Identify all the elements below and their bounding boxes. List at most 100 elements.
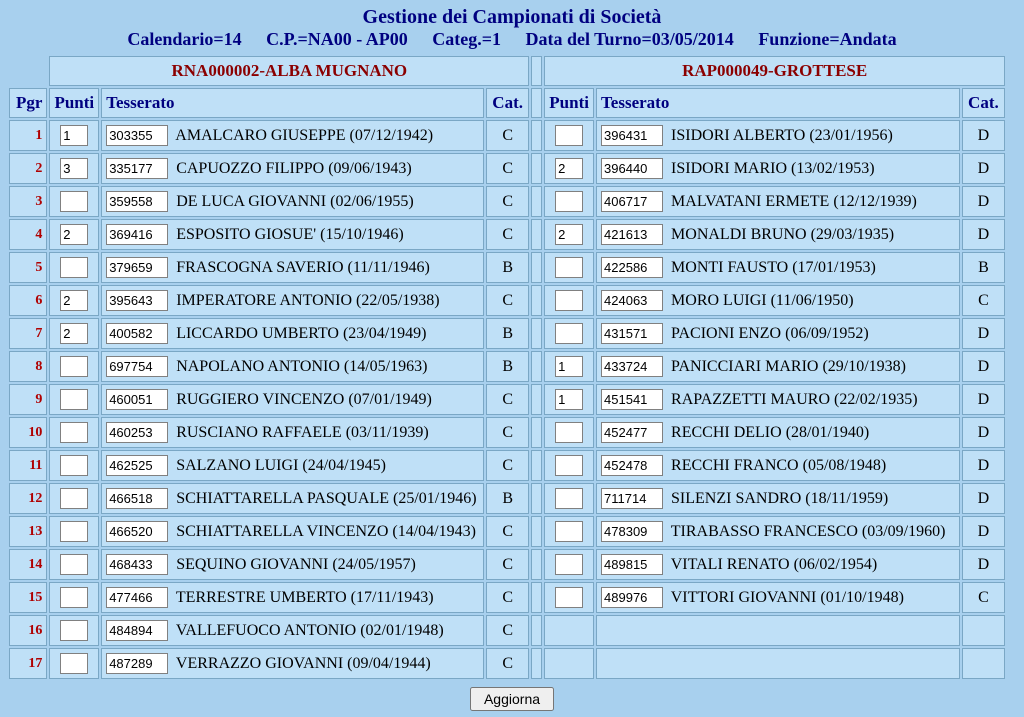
- cat-left: C: [486, 219, 529, 250]
- player-name-right: MONALDI BRUNO (29/03/1935): [663, 226, 894, 243]
- punti-input-left[interactable]: [60, 389, 88, 410]
- player-name-left: LICCARDO UMBERTO (23/04/1949): [168, 325, 426, 342]
- cat-right: D: [962, 549, 1005, 580]
- cat-right: D: [962, 120, 1005, 151]
- punti-input-right[interactable]: [555, 224, 583, 245]
- tesserato-id-input-right[interactable]: [601, 521, 663, 542]
- col-tesserato-left: Tesserato: [101, 88, 484, 118]
- punti-input-right[interactable]: [555, 158, 583, 179]
- row-pgr: 11: [9, 450, 47, 481]
- tesserato-id-input-left[interactable]: [106, 158, 168, 179]
- tesserato-id-input-left[interactable]: [106, 125, 168, 146]
- player-name-right: ISIDORI MARIO (13/02/1953): [663, 160, 875, 177]
- tesserato-id-input-left[interactable]: [106, 191, 168, 212]
- tesserato-id-input-left[interactable]: [106, 422, 168, 443]
- punti-input-left[interactable]: [60, 620, 88, 641]
- cat-left: C: [486, 648, 529, 679]
- tesserato-id-input-right[interactable]: [601, 125, 663, 146]
- tesserato-id-input-right[interactable]: [601, 290, 663, 311]
- punti-input-right[interactable]: [555, 191, 583, 212]
- player-name-left: IMPERATORE ANTONIO (22/05/1938): [168, 292, 439, 309]
- tesserato-id-input-left[interactable]: [106, 323, 168, 344]
- cat-right: D: [962, 351, 1005, 382]
- punti-input-left[interactable]: [60, 125, 88, 146]
- punti-input-left[interactable]: [60, 257, 88, 278]
- tesserato-id-input-left[interactable]: [106, 455, 168, 476]
- tesserato-id-input-right[interactable]: [601, 488, 663, 509]
- row-pgr: 1: [9, 120, 47, 151]
- punti-input-right[interactable]: [555, 587, 583, 608]
- tesserato-id-input-right[interactable]: [601, 587, 663, 608]
- punti-input-left[interactable]: [60, 488, 88, 509]
- aggiorna-button[interactable]: Aggiorna: [470, 687, 554, 711]
- page-title: Gestione dei Campionati di Società: [7, 6, 1017, 29]
- punti-input-right[interactable]: [555, 389, 583, 410]
- punti-input-right[interactable]: [555, 323, 583, 344]
- cat-right: D: [962, 516, 1005, 547]
- tesserato-id-input-left[interactable]: [106, 620, 168, 641]
- tesserato-id-input-right[interactable]: [601, 389, 663, 410]
- player-name-left: CAPUOZZO FILIPPO (09/06/1943): [168, 160, 412, 177]
- punti-input-left[interactable]: [60, 587, 88, 608]
- punti-input-left[interactable]: [60, 323, 88, 344]
- col-punti-left: Punti: [49, 88, 99, 118]
- tesserato-id-input-right[interactable]: [601, 455, 663, 476]
- punti-input-left[interactable]: [60, 224, 88, 245]
- punti-input-left[interactable]: [60, 191, 88, 212]
- tesserato-id-input-left[interactable]: [106, 521, 168, 542]
- player-name-left: ESPOSITO GIOSUE' (15/10/1946): [168, 226, 403, 243]
- punti-input-right[interactable]: [555, 125, 583, 146]
- punti-input-right[interactable]: [555, 521, 583, 542]
- sub-dataturno: Data del Turno=03/05/2014: [526, 29, 734, 49]
- cat-left: B: [486, 252, 529, 283]
- tesserato-id-input-left[interactable]: [106, 587, 168, 608]
- punti-input-left[interactable]: [60, 455, 88, 476]
- row-pgr: 7: [9, 318, 47, 349]
- punti-input-right[interactable]: [555, 455, 583, 476]
- punti-input-right[interactable]: [555, 290, 583, 311]
- punti-input-left[interactable]: [60, 290, 88, 311]
- tesserato-id-input-left[interactable]: [106, 356, 168, 377]
- tesserato-id-input-right[interactable]: [601, 323, 663, 344]
- col-tesserato-right: Tesserato: [596, 88, 960, 118]
- row-pgr: 5: [9, 252, 47, 283]
- cat-right: D: [962, 417, 1005, 448]
- punti-input-left[interactable]: [60, 422, 88, 443]
- tesserato-id-input-left[interactable]: [106, 290, 168, 311]
- tesserato-id-input-right[interactable]: [601, 422, 663, 443]
- cat-left: C: [486, 153, 529, 184]
- sub-categ: Categ.=1: [432, 29, 501, 49]
- punti-input-right[interactable]: [555, 554, 583, 575]
- player-name-right: VITALI RENATO (06/02/1954): [663, 556, 877, 573]
- punti-input-left[interactable]: [60, 356, 88, 377]
- row-pgr: 10: [9, 417, 47, 448]
- row-pgr: 6: [9, 285, 47, 316]
- tesserato-id-input-left[interactable]: [106, 554, 168, 575]
- punti-input-left[interactable]: [60, 521, 88, 542]
- tesserato-id-input-left[interactable]: [106, 389, 168, 410]
- row-pgr: 14: [9, 549, 47, 580]
- punti-input-left[interactable]: [60, 554, 88, 575]
- cat-right: C: [962, 582, 1005, 613]
- player-name-left: AMALCARO GIUSEPPE (07/12/1942): [168, 127, 433, 144]
- tesserato-id-input-left[interactable]: [106, 257, 168, 278]
- punti-input-right[interactable]: [555, 422, 583, 443]
- tesserato-id-input-right[interactable]: [601, 224, 663, 245]
- tesserato-id-input-right[interactable]: [601, 191, 663, 212]
- punti-input-left[interactable]: [60, 158, 88, 179]
- tesserato-id-input-left[interactable]: [106, 653, 168, 674]
- punti-input-right[interactable]: [555, 257, 583, 278]
- punti-input-right[interactable]: [555, 356, 583, 377]
- tesserato-id-input-left[interactable]: [106, 224, 168, 245]
- punti-input-left[interactable]: [60, 653, 88, 674]
- cat-right: D: [962, 384, 1005, 415]
- tesserato-id-input-right[interactable]: [601, 158, 663, 179]
- tesserato-id-input-right[interactable]: [601, 356, 663, 377]
- punti-input-right[interactable]: [555, 488, 583, 509]
- tesserato-id-input-right[interactable]: [601, 554, 663, 575]
- player-name-left: SCHIATTARELLA VINCENZO (14/04/1943): [168, 523, 476, 540]
- tesserato-id-input-right[interactable]: [601, 257, 663, 278]
- row-pgr: 17: [9, 648, 47, 679]
- empty-cell: [596, 615, 960, 646]
- tesserato-id-input-left[interactable]: [106, 488, 168, 509]
